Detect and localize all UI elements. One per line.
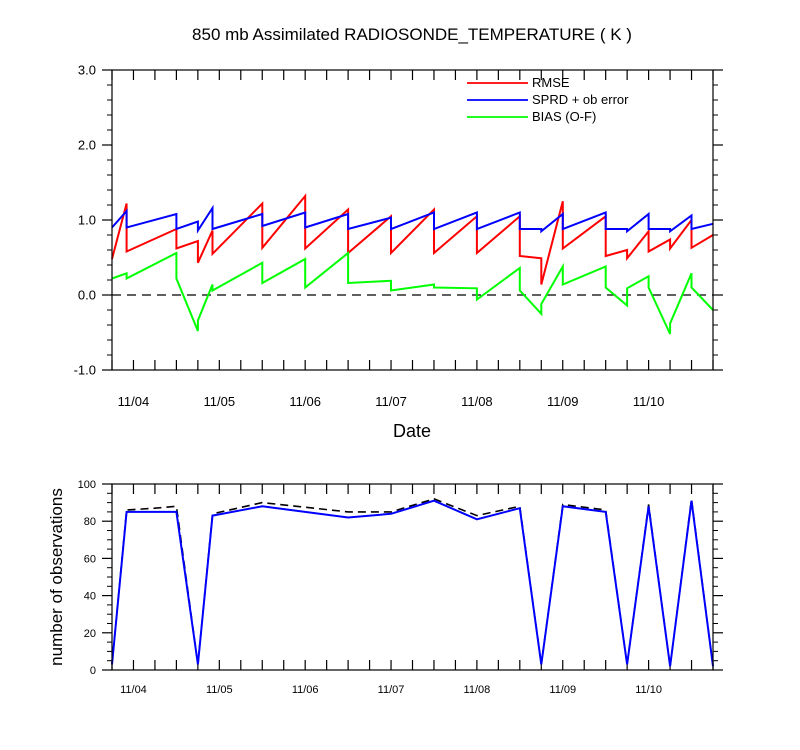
- bottom-y-tick-label: 40: [84, 591, 96, 603]
- top-x-tick-label: 11/09: [547, 394, 579, 409]
- bottom-series-group: [111, 498, 714, 667]
- legend-label-sprd: SPRD + ob error: [532, 92, 629, 107]
- top-y-tick-label: 0.0: [78, 288, 96, 303]
- bottom-x-tick-label: 11/09: [549, 684, 576, 696]
- top-y-tick-label: -1.0: [74, 363, 96, 378]
- top-series-rmse: [111, 193, 714, 285]
- bottom-y-tick-label: 20: [84, 628, 96, 640]
- bottom-y-tick-label: 0: [90, 665, 96, 677]
- chart-title: 850 mb Assimilated RADIOSONDE_TEMPERATUR…: [192, 25, 632, 44]
- top-axis-ticks: 11/04 11/05 11/06 11/07 11/08 11/09 11/10 -1.0 0…: [74, 63, 723, 409]
- bottom-plot-frame: [111, 483, 714, 671]
- top-x-tick-label: 11/04: [118, 394, 150, 409]
- bottom-y-tick-label: 100: [78, 479, 96, 491]
- top-series-group: [111, 193, 714, 335]
- bottom-axis-ticks: 11/04 11/05 11/06 11/07 11/08 11/09 11/10 0 20 40…: [78, 479, 723, 696]
- bottom-y-tick-label: 80: [84, 516, 96, 528]
- top-y-tick-label: 2.0: [78, 138, 96, 153]
- top-x-tick-label: 11/05: [204, 394, 236, 409]
- top-y-tick-label: 3.0: [78, 63, 96, 78]
- bottom-x-tick-label: 11/08: [464, 684, 491, 696]
- legend-label-bias: BIAS (O-F): [532, 109, 596, 124]
- legend-label-rmse: RMSE: [532, 75, 570, 90]
- top-plot-frame: [111, 69, 714, 371]
- top-x-tick-label: 11/06: [289, 394, 321, 409]
- bottom-x-tick-label: 11/05: [206, 684, 233, 696]
- bottom-series-assimilated: [111, 499, 714, 667]
- top-x-tick-label: 11/07: [375, 394, 407, 409]
- top-x-tick-label: 11/10: [633, 394, 665, 409]
- bottom-x-tick-label: 11/10: [635, 684, 662, 696]
- bottom-y-tick-label: 60: [84, 553, 96, 565]
- legend: RMSE SPRD + ob error BIAS (O-F): [467, 75, 629, 124]
- y-axis-label-observations: number of observations: [47, 488, 66, 666]
- top-series-bias-o-f: [111, 250, 714, 335]
- bottom-x-tick-label: 11/07: [378, 684, 405, 696]
- bottom-x-tick-label: 11/06: [292, 684, 319, 696]
- bottom-chart: number of observations 11/04 11/05 11/06 11…: [47, 479, 723, 696]
- x-axis-label: Date: [393, 421, 431, 441]
- top-series-sprd-ob-error: [111, 204, 714, 234]
- bottom-x-tick-label: 11/04: [120, 684, 147, 696]
- top-y-tick-label: 1.0: [78, 213, 96, 228]
- top-chart: 850 mb Assimilated RADIOSONDE_TEMPERATUR…: [74, 25, 723, 441]
- top-x-tick-label: 11/08: [461, 394, 493, 409]
